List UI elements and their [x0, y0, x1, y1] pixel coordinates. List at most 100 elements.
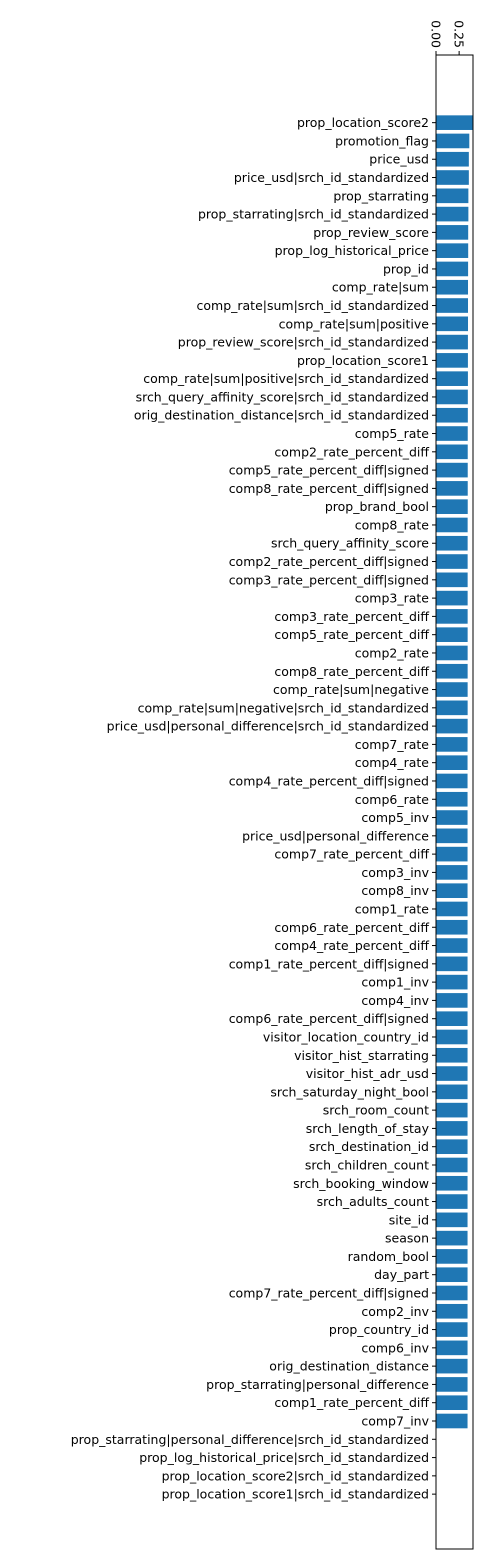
category-label: price_usd|personal_difference|srch_id_st…: [107, 719, 429, 734]
category-label: prop_review_score: [313, 225, 429, 240]
bar: [436, 919, 468, 935]
bar: [436, 1029, 468, 1045]
category-label: prop_starrating|personal_difference|srch…: [71, 1432, 429, 1447]
category-label: comp7_rate: [355, 737, 430, 752]
bar: [436, 1066, 468, 1081]
bar: [436, 279, 469, 295]
category-label: comp1_rate_percent_diff|signed: [229, 956, 429, 971]
category-label: comp5_rate: [355, 426, 430, 441]
bar: [436, 1340, 468, 1356]
bar: [436, 389, 468, 405]
bar: [436, 1157, 468, 1173]
category-label: price_usd|personal_difference: [242, 828, 429, 843]
category-label: comp4_rate_percent_diff|signed: [229, 773, 429, 788]
category-label: promotion_flag: [335, 133, 429, 148]
bar: [436, 1303, 468, 1319]
category-label: comp1_rate: [355, 901, 430, 916]
category-label: srch_adults_count: [317, 1194, 429, 1209]
category-label: srch_destination_id: [309, 1139, 429, 1154]
bar: [436, 1084, 468, 1100]
bar: [436, 316, 469, 332]
category-label: comp6_inv: [361, 1340, 429, 1355]
bar: [436, 865, 468, 880]
category-label: comp8_rate_percent_diff|signed: [229, 481, 429, 496]
bars-group: [436, 115, 473, 1429]
category-label: srch_length_of_stay: [306, 1121, 430, 1136]
x-tick-label: 0.00: [429, 20, 444, 48]
bar: [436, 609, 468, 624]
bar: [436, 151, 469, 167]
bar: [436, 627, 468, 642]
category-label: season: [385, 1231, 429, 1246]
category-label: day_part: [374, 1267, 429, 1282]
category-label: prop_location_score2|srch_id_standardize…: [162, 1468, 429, 1483]
category-label: comp4_rate_percent_diff: [274, 938, 429, 953]
category-label: comp_rate|sum|positive|srch_id_standardi…: [143, 371, 429, 386]
bar: [436, 1413, 468, 1429]
category-label: prop_starrating: [333, 188, 429, 203]
category-label: comp_rate|sum: [332, 280, 429, 295]
bar: [436, 1011, 468, 1027]
bar: [436, 737, 468, 752]
bar: [436, 993, 468, 1008]
bar: [436, 535, 468, 551]
category-label: visitor_hist_adr_usd: [306, 1066, 429, 1081]
category-label: comp2_rate: [355, 645, 430, 660]
bar: [436, 1102, 468, 1118]
bar: [436, 1395, 468, 1411]
bar: [436, 1358, 468, 1374]
category-label: comp_rate|sum|negative: [273, 682, 429, 697]
bar: [436, 810, 468, 825]
bar: [436, 554, 468, 569]
category-label: comp2_rate_percent_diff|signed: [229, 554, 429, 569]
bar: [436, 481, 468, 496]
bar: [436, 1194, 468, 1209]
bar: [436, 846, 468, 862]
bar: [436, 206, 469, 222]
bar: [436, 1212, 468, 1228]
category-label: comp5_rate_percent_diff: [274, 627, 429, 642]
bar: [436, 225, 469, 240]
category-label: prop_location_score1: [297, 353, 429, 368]
category-label: comp2_inv: [361, 1304, 429, 1319]
bar: [436, 170, 469, 185]
category-label: srch_saturday_night_bool: [270, 1084, 429, 1099]
category-label: orig_destination_distance: [269, 1359, 429, 1374]
category-label: comp1_inv: [361, 975, 429, 990]
category-label: comp5_rate_percent_diff|signed: [229, 463, 429, 478]
bar: [436, 371, 468, 386]
category-label: comp_rate|sum|positive: [279, 316, 430, 331]
bar: [436, 883, 468, 899]
bar: [436, 334, 468, 350]
bar: [436, 718, 468, 734]
category-label: visitor_hist_starrating: [294, 1048, 429, 1063]
bar: [436, 938, 468, 953]
category-label: comp4_inv: [361, 993, 429, 1008]
category-label: comp1_rate_percent_diff: [274, 1395, 429, 1410]
category-label: comp6_rate_percent_diff: [274, 920, 429, 935]
category-label: srch_booking_window: [293, 1176, 429, 1191]
bar: [436, 791, 468, 807]
bar: [436, 755, 468, 770]
category-label: orig_destination_distance|srch_id_standa…: [134, 408, 429, 423]
category-label: srch_query_affinity_score: [271, 536, 429, 551]
category-label: comp7_rate_percent_diff: [274, 847, 429, 862]
category-label: comp3_inv: [361, 865, 429, 880]
bar: [436, 572, 468, 588]
bar: [436, 956, 468, 972]
bar: [436, 1267, 468, 1283]
category-label: comp3_rate: [355, 591, 430, 606]
bar: [436, 517, 468, 533]
category-label: comp2_rate_percent_diff: [274, 444, 429, 459]
category-label: visitor_location_country_id: [263, 1029, 429, 1044]
category-label: prop_starrating|personal_difference: [206, 1377, 429, 1392]
category-labels-group: prop_location_score2 promotion_flag price_…: [71, 115, 436, 1502]
category-label: comp7_inv: [361, 1413, 429, 1428]
category-label: comp3_rate_percent_diff|signed: [229, 572, 429, 587]
category-label: price_usd: [369, 152, 429, 167]
bar: [436, 828, 468, 844]
bar: [436, 1230, 468, 1246]
bar: [436, 261, 469, 277]
category-label: comp7_rate_percent_diff|signed: [229, 1285, 429, 1300]
